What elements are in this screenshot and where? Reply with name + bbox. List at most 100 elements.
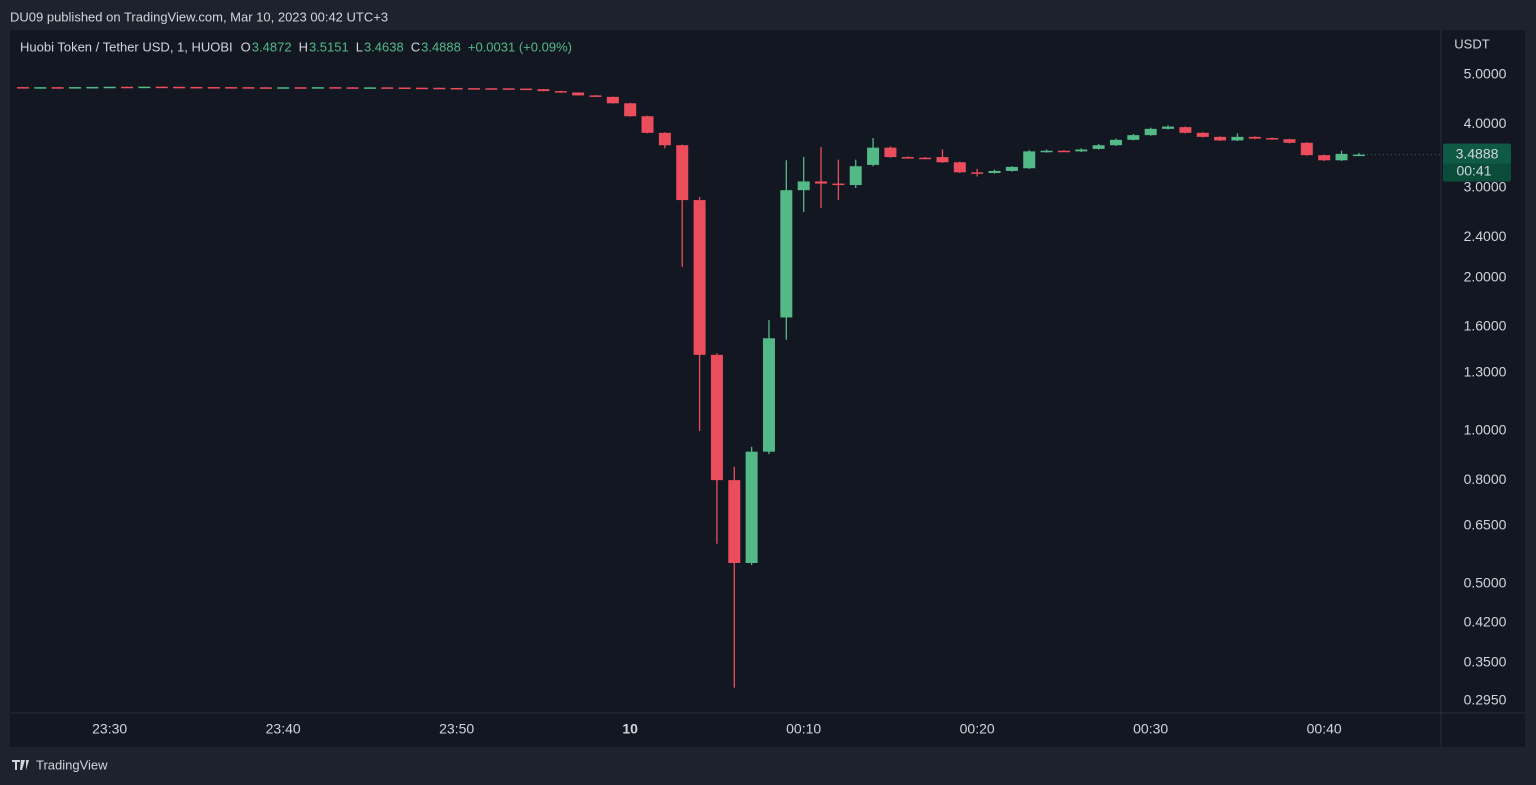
x-tick-label: 00:40 bbox=[1307, 721, 1342, 737]
ohlc-value: 3.5151 bbox=[309, 39, 349, 54]
y-tick-label: 5.0000 bbox=[1464, 66, 1507, 82]
y-tick-label: 2.0000 bbox=[1464, 268, 1507, 284]
candle-body bbox=[936, 157, 949, 163]
price-tag-top bbox=[1443, 143, 1511, 164]
ohlc-letter: O bbox=[241, 39, 251, 54]
y-tick-label: 1.0000 bbox=[1464, 422, 1507, 438]
change-label: +0.0031 (+0.09%) bbox=[468, 39, 572, 54]
candle-body bbox=[676, 145, 689, 201]
candle-body bbox=[277, 87, 290, 89]
y-tick-label: 0.3500 bbox=[1464, 654, 1507, 670]
candle-body bbox=[502, 88, 515, 90]
candle-body bbox=[867, 147, 880, 165]
candle-body bbox=[745, 451, 758, 563]
candle-body bbox=[381, 87, 394, 89]
candle-body bbox=[1092, 145, 1105, 149]
candle-body bbox=[1283, 139, 1296, 143]
candle-body bbox=[1352, 154, 1365, 157]
ohlc-letter: L bbox=[356, 39, 363, 54]
candle-body bbox=[572, 92, 585, 96]
x-tick-label: 00:30 bbox=[1133, 721, 1168, 737]
ohlc-value: 3.4638 bbox=[364, 39, 404, 54]
y-tick-label: 1.3000 bbox=[1464, 364, 1507, 380]
candle-body bbox=[1196, 132, 1209, 137]
y-tick-label: 0.6500 bbox=[1464, 517, 1507, 533]
y-tick-label: 4.0000 bbox=[1464, 115, 1507, 131]
candle-body bbox=[51, 87, 64, 89]
candle-body bbox=[1127, 135, 1140, 140]
candle-body bbox=[346, 87, 359, 89]
candle-body bbox=[1162, 126, 1175, 129]
brand-logo bbox=[12, 760, 29, 770]
price-tag-value: 3.4888 bbox=[1456, 145, 1499, 161]
y-tick-label: 0.4200 bbox=[1464, 613, 1507, 629]
candle-body bbox=[1109, 139, 1122, 146]
legend: Huobi Token / Tether USD, 1, HUOBI O 3.48… bbox=[20, 39, 572, 54]
candle-body bbox=[1023, 151, 1036, 169]
candle-body bbox=[450, 87, 463, 90]
candle-body bbox=[1335, 153, 1348, 161]
y-tick-label: 0.8000 bbox=[1464, 471, 1507, 487]
candle-body bbox=[1005, 166, 1018, 171]
candle-body bbox=[1057, 150, 1070, 153]
brand: TradingView bbox=[12, 757, 108, 772]
candle-body bbox=[1231, 136, 1244, 141]
candle-body bbox=[1075, 149, 1088, 152]
candle-body bbox=[433, 87, 446, 90]
candle-body bbox=[16, 87, 29, 89]
candle-body bbox=[554, 91, 567, 93]
candle-body bbox=[624, 103, 637, 117]
candle-body bbox=[1179, 127, 1192, 133]
ohlc-letter: C bbox=[411, 39, 420, 54]
ohlc-value: 3.4872 bbox=[252, 39, 292, 54]
brand-name: TradingView bbox=[36, 757, 108, 772]
candle-body bbox=[849, 166, 862, 186]
candle-body bbox=[1144, 128, 1157, 136]
candle-body bbox=[1266, 138, 1279, 140]
candle-body bbox=[225, 87, 238, 89]
candle-body bbox=[311, 87, 324, 89]
y-tick-label: 0.5000 bbox=[1464, 575, 1507, 591]
ohlc-value: 3.4888 bbox=[421, 39, 461, 54]
candle-body bbox=[138, 86, 151, 89]
candle-body bbox=[103, 86, 116, 89]
candle-body bbox=[294, 87, 307, 89]
candle-body bbox=[173, 86, 186, 89]
candle-body bbox=[190, 86, 203, 89]
candle-body bbox=[762, 338, 775, 452]
candle-body bbox=[658, 132, 671, 146]
candle-body bbox=[815, 181, 828, 184]
candle-body bbox=[797, 181, 810, 191]
candle-body bbox=[728, 480, 741, 563]
candle-body bbox=[155, 86, 168, 89]
candle-body bbox=[537, 89, 550, 92]
candle-body bbox=[259, 87, 272, 89]
candle-body bbox=[468, 88, 481, 90]
y-tick-label: 2.4000 bbox=[1464, 228, 1507, 244]
ohlc-letter: H bbox=[299, 39, 308, 54]
candle-body bbox=[34, 87, 47, 89]
candle-body bbox=[1040, 150, 1053, 153]
candle-body bbox=[988, 170, 1001, 174]
candle-body bbox=[398, 87, 411, 89]
x-tick-label: 00:20 bbox=[960, 721, 995, 737]
candle-body bbox=[485, 88, 498, 90]
candle-body bbox=[415, 87, 428, 90]
x-tick-label: 00:10 bbox=[786, 721, 821, 737]
candle-body bbox=[919, 157, 932, 160]
candle-body bbox=[242, 87, 255, 89]
y-tick-label: 3.0000 bbox=[1464, 179, 1507, 195]
x-tick-label: 10 bbox=[622, 721, 638, 737]
candle-body bbox=[971, 172, 984, 174]
y-tick-label: 0.2950 bbox=[1464, 691, 1507, 707]
x-tick-label: 23:40 bbox=[266, 721, 301, 737]
candle-body bbox=[780, 190, 793, 318]
publish-header: DU09 published on TradingView.com, Mar 1… bbox=[10, 9, 388, 24]
candle-body bbox=[86, 86, 99, 89]
y-axis-label: USDT bbox=[1454, 36, 1489, 51]
candle-body bbox=[520, 88, 533, 91]
candle-body bbox=[710, 354, 723, 481]
candle-body bbox=[329, 87, 342, 89]
candle-body bbox=[901, 157, 914, 159]
